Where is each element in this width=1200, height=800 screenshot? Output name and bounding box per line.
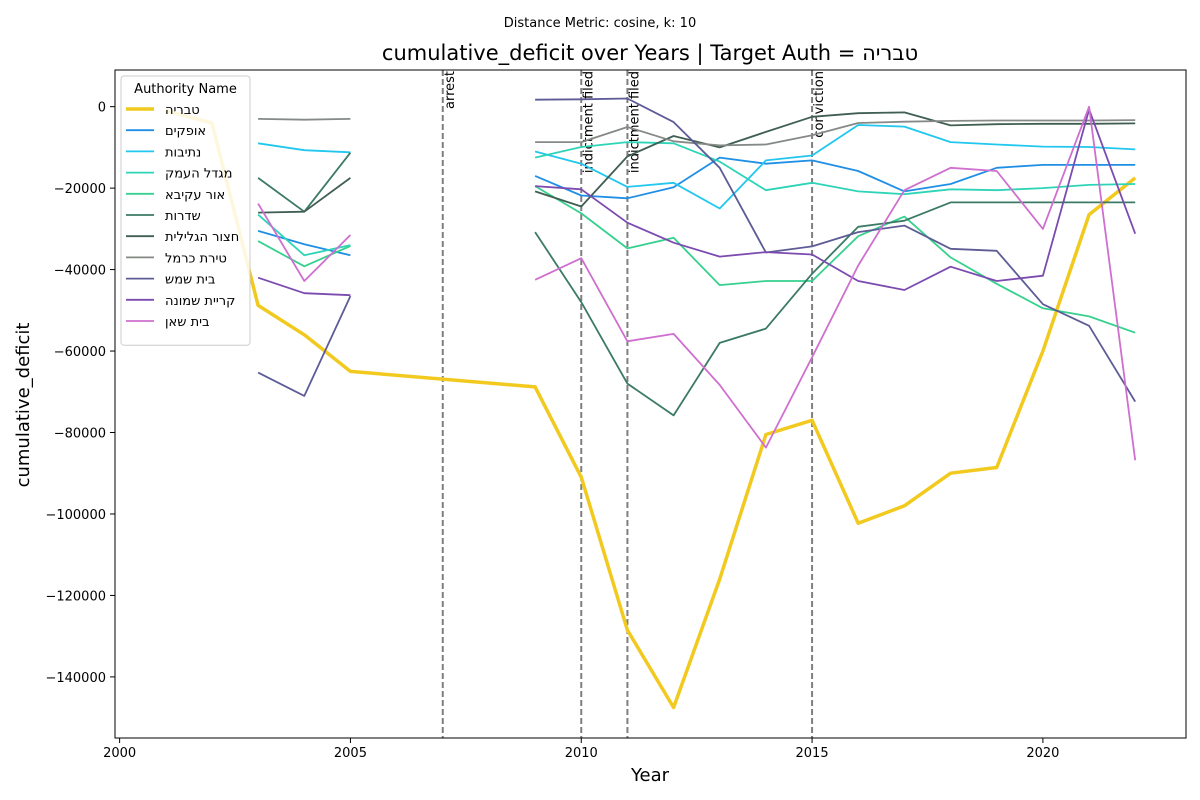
y-tick-label: −100000: [45, 508, 106, 523]
series-line-10: [257, 105, 1137, 461]
x-tick-label: 2005: [334, 746, 367, 761]
series-line-8: [257, 97, 1136, 403]
event-markers: arrest indictment filed indictment filed co…: [441, 70, 827, 738]
series-line-3: [257, 141, 1136, 257]
y-tick-label: −80000: [54, 427, 106, 442]
x-tick-label: 2020: [1026, 746, 1059, 761]
y-axis-label: cumulative_deficit: [13, 323, 34, 488]
y-tick-label: −40000: [54, 264, 106, 279]
event-label: conviction: [812, 71, 827, 138]
event-label: indictment filed: [627, 71, 642, 173]
legend: Authority Name טבריה אופקים נתיבות מגדל העמק…: [120, 75, 251, 346]
x-tick-label: 2015: [796, 746, 829, 761]
legend-entry: שדרות: [165, 209, 201, 224]
y-tick-label: −60000: [54, 345, 106, 360]
legend-entry: טבריה: [165, 103, 200, 118]
x-tick-label: 2010: [565, 746, 598, 761]
legend-entry: בית שמש: [165, 273, 215, 288]
legend-entry: אור עקיבא: [165, 188, 225, 203]
legend-title: Authority Name: [134, 82, 237, 97]
series-lines: [165, 97, 1137, 710]
axes: 2000 2005 2010 2015 2020 0 −20000 −40000 −60000 −…: [45, 69, 1187, 761]
legend-entry: טירת כרמל: [165, 251, 227, 266]
series-line-0: [165, 109, 1137, 710]
series-line-4: [257, 185, 1136, 334]
series-line-9: [257, 108, 1137, 297]
legend-entry: נתיבות: [165, 145, 201, 160]
series-line-7: [258, 118, 1136, 147]
chart-suptitle: Distance Metric: cosine, k: 10: [504, 16, 696, 31]
legend-entry: בית שאן: [165, 315, 210, 330]
plot-frame: [114, 69, 1187, 739]
series-line-2: [257, 124, 1136, 210]
y-tick-label: 0: [98, 101, 106, 116]
legend-entry: קריית שמונה: [165, 294, 235, 309]
legend-entry: מגדל העמק: [165, 167, 233, 182]
event-label: indictment filed: [581, 71, 596, 173]
event-label: arrest: [443, 71, 458, 109]
series-line-1: [257, 156, 1136, 257]
x-axis-label: Year: [630, 765, 670, 786]
legend-entry: אופקים: [165, 124, 206, 139]
y-tick-label: −20000: [54, 182, 106, 197]
y-tick-label: −140000: [45, 671, 106, 686]
legend-entry: חצור הגלילית: [165, 230, 239, 245]
chart-title: cumulative_deficit over Years | Target A…: [382, 41, 918, 66]
y-tick-label: −120000: [45, 589, 106, 604]
x-tick-label: 2000: [103, 746, 136, 761]
series-line-6: [258, 111, 1136, 214]
